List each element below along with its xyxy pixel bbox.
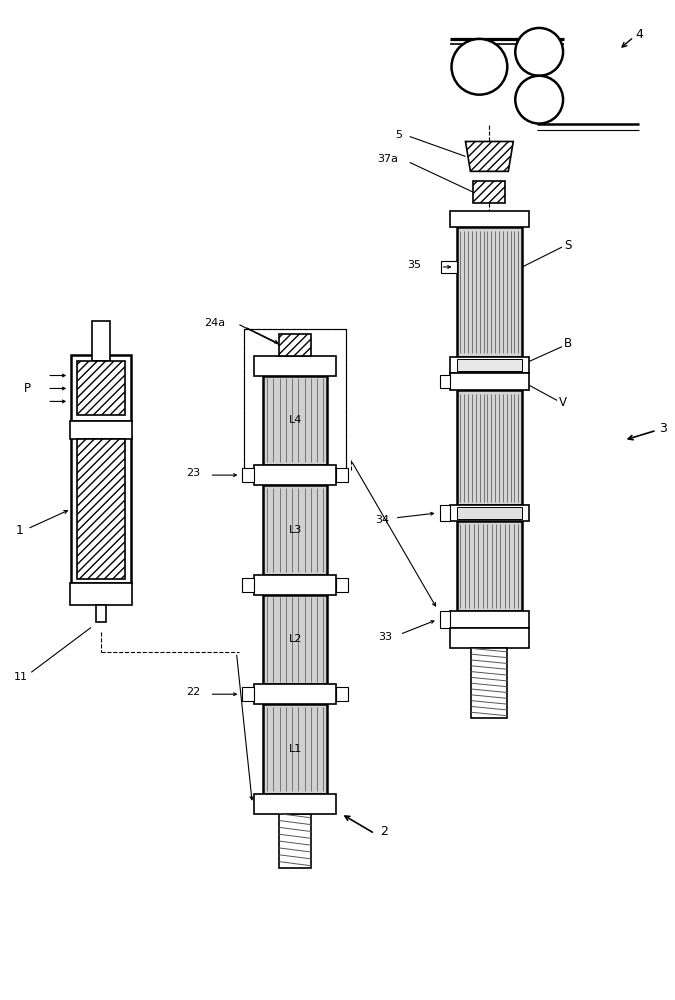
Bar [441, 261, 456, 273]
Bar [439, 375, 450, 388]
Bar [336, 578, 348, 592]
Text: 2: 2 [380, 825, 387, 838]
Bar [456, 227, 522, 357]
Bar [254, 794, 336, 814]
Text: S: S [564, 239, 572, 252]
Bar [471, 648, 508, 718]
Bar [336, 687, 348, 701]
Text: 34: 34 [375, 515, 389, 525]
Bar [473, 181, 506, 203]
Text: 1: 1 [16, 524, 23, 537]
Text: 37a: 37a [377, 154, 398, 164]
Text: V: V [559, 396, 567, 409]
Bar [279, 334, 311, 356]
Bar [456, 390, 522, 505]
Bar [244, 329, 346, 470]
Text: 33: 33 [378, 632, 392, 642]
Text: P: P [24, 382, 31, 395]
Text: L4: L4 [288, 415, 302, 425]
Bar [254, 575, 336, 595]
Bar [263, 485, 327, 575]
Text: L2: L2 [288, 634, 302, 644]
Bar [70, 421, 132, 439]
Bar [450, 628, 529, 648]
Bar [439, 505, 450, 521]
Bar [71, 355, 131, 421]
Bar [439, 611, 450, 628]
Bar [456, 507, 522, 519]
Bar [254, 356, 336, 376]
Bar [242, 468, 254, 482]
Text: 23: 23 [186, 468, 200, 478]
Bar [450, 505, 529, 521]
Bar [242, 687, 254, 701]
Bar [71, 437, 131, 583]
Bar [96, 605, 106, 622]
Bar [242, 578, 254, 592]
Text: L3: L3 [288, 525, 302, 535]
Text: 11: 11 [14, 672, 28, 682]
Text: 24a: 24a [205, 318, 225, 328]
Bar [244, 329, 346, 470]
Bar [450, 211, 529, 227]
Text: 22: 22 [186, 687, 201, 697]
Bar [450, 357, 529, 373]
Bar [336, 468, 348, 482]
Circle shape [452, 39, 508, 95]
Bar [77, 439, 125, 579]
Text: 4: 4 [636, 28, 644, 41]
Bar [77, 361, 125, 415]
Circle shape [515, 28, 563, 76]
Bar [456, 521, 522, 611]
Bar [450, 373, 529, 390]
Text: 35: 35 [407, 260, 421, 270]
Bar [456, 359, 522, 371]
Circle shape [515, 76, 563, 124]
Text: B: B [564, 337, 572, 350]
Bar [263, 595, 327, 684]
Bar [450, 611, 529, 628]
Polygon shape [466, 141, 513, 171]
Bar [279, 814, 311, 868]
Bar [70, 583, 132, 605]
Bar [254, 465, 336, 485]
Bar [92, 321, 110, 361]
Bar [263, 376, 327, 465]
Text: 3: 3 [659, 422, 666, 435]
Bar [254, 684, 336, 704]
Text: 5: 5 [395, 130, 402, 140]
Bar [263, 704, 327, 794]
Text: L1: L1 [288, 744, 302, 754]
